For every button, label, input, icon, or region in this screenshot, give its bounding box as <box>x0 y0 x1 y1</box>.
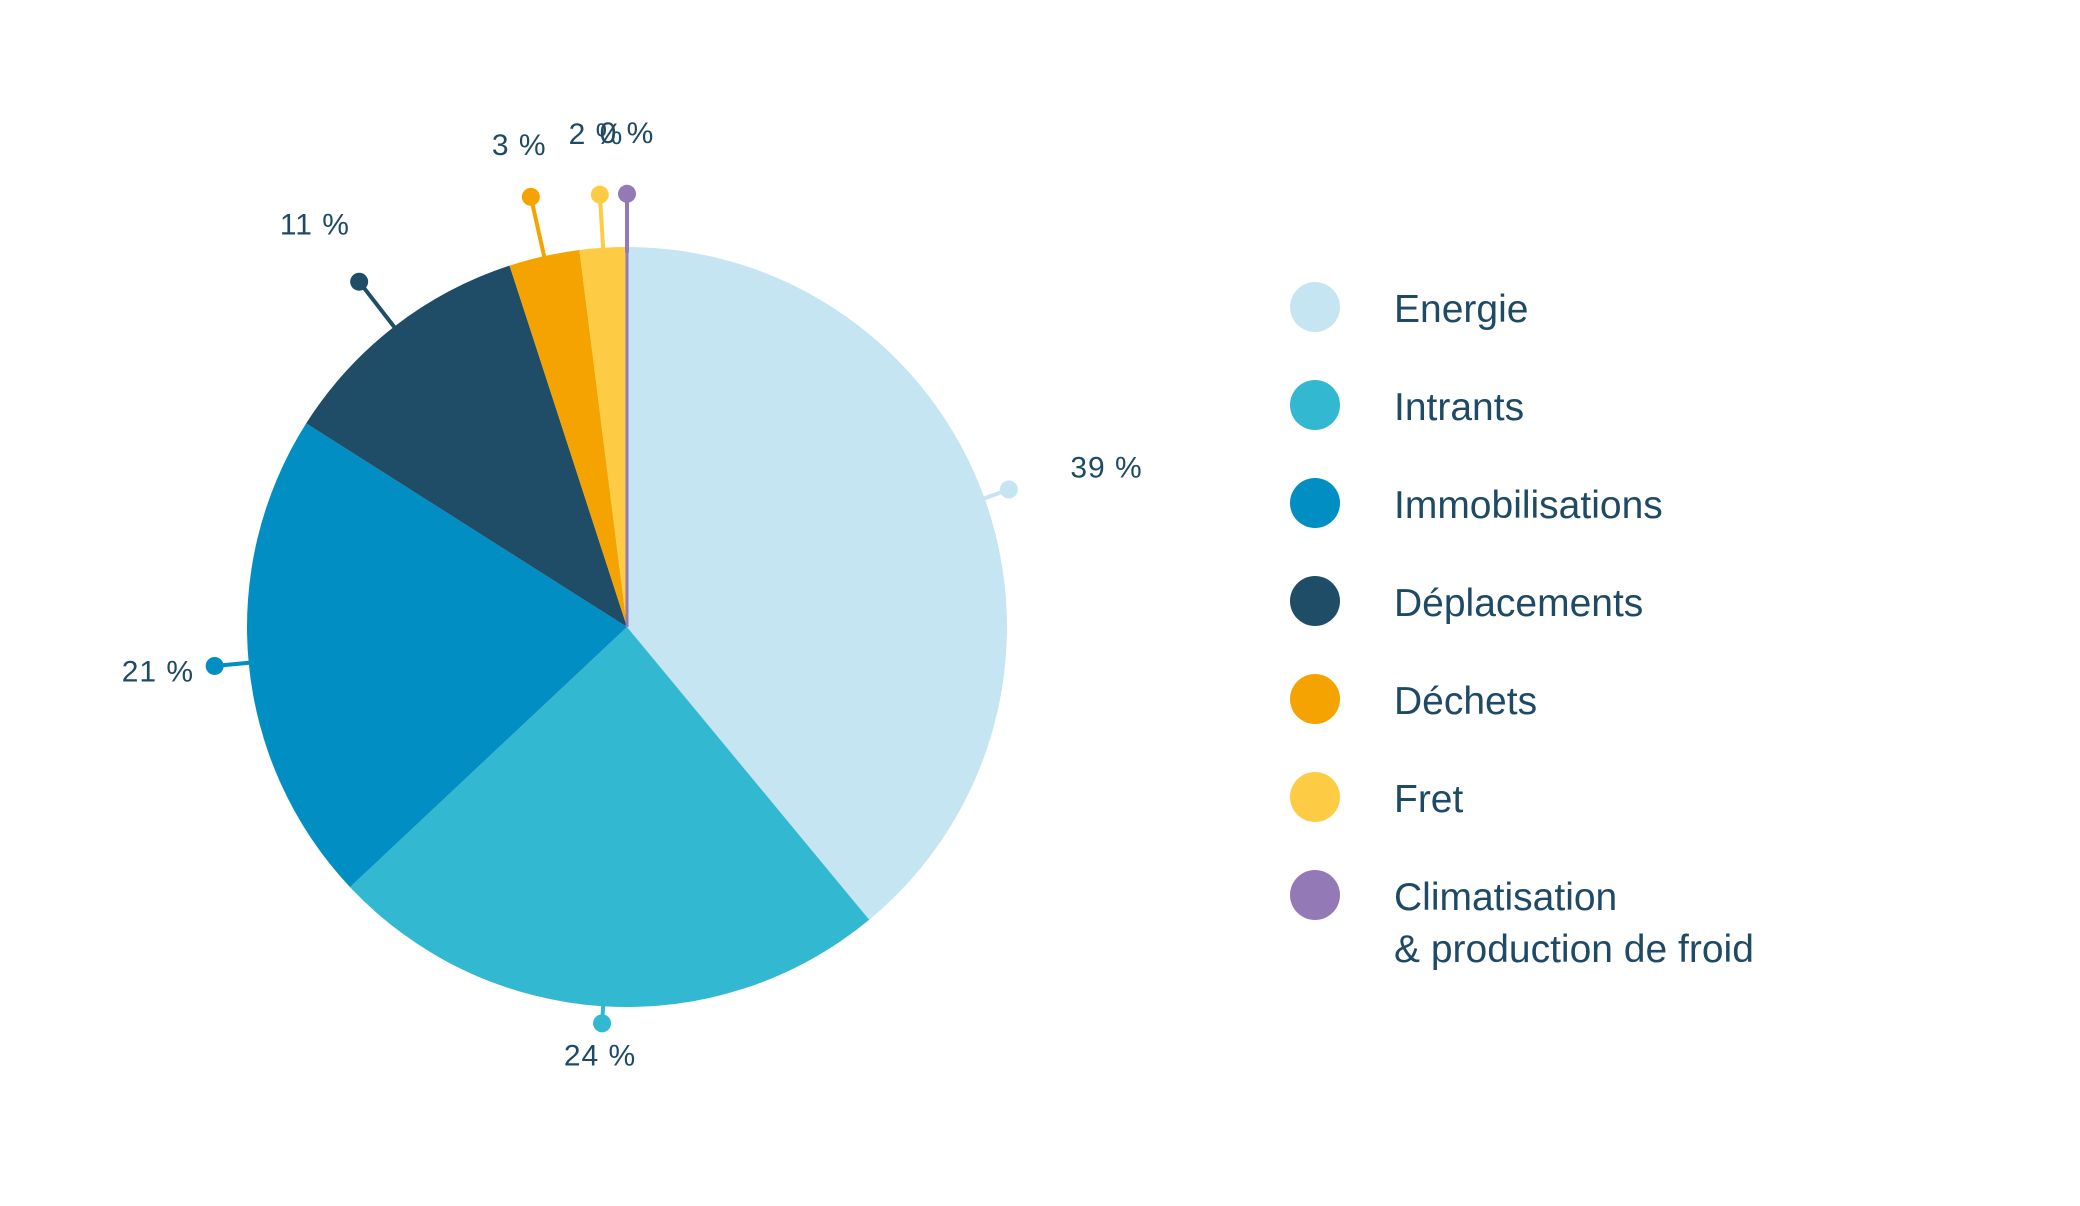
legend-label: Climatisation & production de froid <box>1394 876 1754 971</box>
slice-intrants-dot <box>593 1014 612 1033</box>
slice-immobilisations-percent-label: 21 % <box>122 655 194 688</box>
slice-immobilisations-dot <box>205 656 224 675</box>
legend-item: Intrants <box>1290 378 1990 476</box>
legend-swatch <box>1290 478 1340 528</box>
slice-immobilisations <box>246 423 628 888</box>
legend-label: Immobilisations <box>1394 484 1663 527</box>
slice-dechets <box>509 249 627 628</box>
slice-fret <box>579 247 627 627</box>
legend-swatch <box>1290 576 1340 626</box>
legend-item: Climatisation & production de froid <box>1290 868 1990 971</box>
legend-item: Fret <box>1290 770 1990 868</box>
legend-swatch <box>1290 870 1340 920</box>
legend: Energie Intrants Immobilisations Déplacemen… <box>1290 280 1990 971</box>
pie-slices <box>246 247 1008 1007</box>
slice-climatisation-percent-label: 0 % <box>600 117 655 150</box>
slice-deplacements-dot <box>350 272 369 291</box>
slice-energie-percent-label: 39 % <box>1070 451 1142 484</box>
legend-swatch <box>1290 282 1340 332</box>
slice-dechets-leader <box>528 196 548 263</box>
slice-energie <box>627 247 1008 920</box>
slice-energie-dot <box>999 480 1018 499</box>
legend-label: Energie <box>1394 288 1529 331</box>
legend-item: Déchets <box>1290 672 1990 770</box>
slice-fret-leader <box>597 194 606 254</box>
slice-deplacements-leader <box>357 280 400 333</box>
slice-fret-dot <box>590 185 609 204</box>
legend-label: Fret <box>1394 778 1464 821</box>
slice-deplacements <box>306 265 627 627</box>
legend-swatch <box>1290 772 1340 822</box>
slice-intrants-percent-label: 24 % <box>564 1040 636 1073</box>
slice-climatisation-dot <box>618 184 636 203</box>
slice-deplacements-percent-label: 11 % <box>280 209 350 242</box>
legend-label: Déplacements <box>1394 582 1644 625</box>
slice-dechets-percent-label: 3 % <box>492 129 547 162</box>
legend-swatch <box>1290 380 1340 430</box>
pie-percent-labels: 39 % 24 % 21 % 11 % 3 % 2 %0 % <box>122 117 1142 1073</box>
legend-label: Déchets <box>1394 680 1538 723</box>
legend-swatch <box>1290 674 1340 724</box>
legend-item: Déplacements <box>1290 574 1990 672</box>
pie-leader-lines <box>205 184 1018 1033</box>
legend-item: Immobilisations <box>1290 476 1990 574</box>
slice-intrants <box>349 627 870 1007</box>
legend-label: Intrants <box>1394 386 1525 429</box>
slice-fret-percent-label: 2 % <box>569 118 624 151</box>
slice-dechets-dot <box>521 187 540 206</box>
legend-item: Energie <box>1290 280 1990 378</box>
